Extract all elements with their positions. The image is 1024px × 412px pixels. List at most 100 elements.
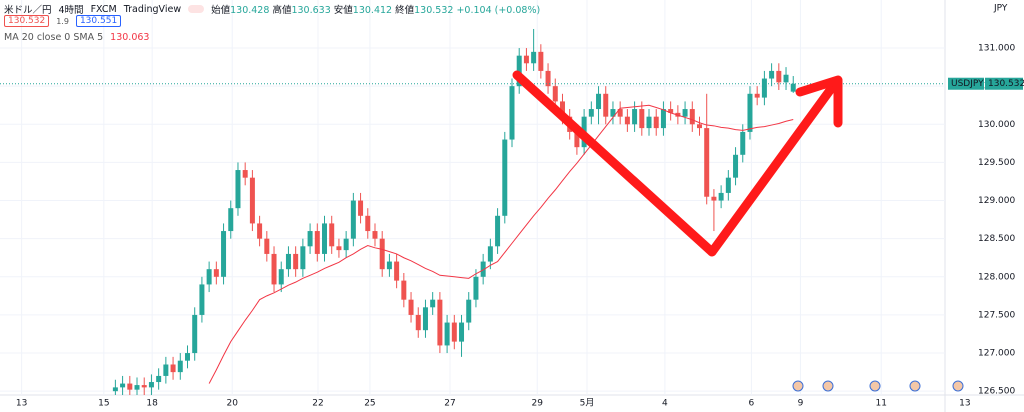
- candle-body: [480, 261, 486, 277]
- x-tick-label: 4: [662, 399, 668, 409]
- candle-body: [545, 70, 551, 87]
- candle-body: [314, 231, 320, 254]
- candle-body: [401, 280, 407, 300]
- candle-body: [257, 223, 263, 239]
- candle-body: [437, 299, 443, 346]
- candle-body: [624, 116, 630, 125]
- candle-body: [761, 78, 767, 98]
- x-tick-label: 25: [364, 399, 375, 409]
- platform: TradingView: [123, 3, 182, 15]
- candle-body: [653, 116, 659, 129]
- candle-body: [415, 314, 421, 331]
- x-tick-label: 15: [98, 399, 109, 409]
- event-icon: [822, 380, 834, 392]
- candle-body: [394, 261, 400, 281]
- candle-body: [473, 276, 479, 300]
- annotation-arrowhead: [795, 75, 843, 128]
- candle-body: [264, 238, 270, 254]
- x-tick-label: 18: [146, 399, 158, 409]
- candle-body: [776, 70, 782, 83]
- candle-body: [660, 109, 666, 129]
- x-tick-label: 11: [875, 399, 886, 409]
- candle-body: [747, 93, 753, 132]
- indicator-row: MA 20 close 0 SMA 5 130.063: [4, 32, 149, 43]
- candle-body: [487, 246, 493, 262]
- candle-body: [120, 383, 126, 388]
- event-icon: [909, 380, 921, 392]
- x-tick-label: 5月: [580, 398, 595, 409]
- candle-body: [213, 269, 219, 277]
- candle-body: [307, 231, 313, 247]
- candle-body: [422, 307, 428, 331]
- y-tick-label: 127.500: [978, 310, 1015, 320]
- candle-body: [177, 360, 183, 373]
- open-value: 130.428: [230, 5, 270, 16]
- candle-body: [199, 284, 205, 315]
- y-tick-label: 127.000: [978, 349, 1015, 359]
- bid-badge[interactable]: 130.532: [4, 15, 50, 27]
- ohlc: 始値130.428 高値130.633 安値130.412 終値130.532 …: [211, 2, 540, 16]
- candle-body: [278, 269, 284, 285]
- source: FXCM: [90, 3, 117, 15]
- candle-body: [112, 387, 118, 392]
- candle-body: [733, 154, 739, 178]
- y-tick-label: 131.000: [978, 44, 1015, 54]
- candle-body: [538, 51, 544, 71]
- candle-body: [235, 170, 241, 209]
- y-tick-label: 129.500: [978, 158, 1015, 168]
- ask-badge[interactable]: 130.551: [75, 15, 122, 27]
- x-tick-label: 29: [532, 399, 544, 409]
- indicator-value: 130.063: [110, 32, 150, 43]
- candle-body: [740, 131, 746, 155]
- candle-body: [596, 93, 602, 110]
- candle-body: [639, 109, 645, 129]
- currency-label: JPY: [993, 4, 1008, 14]
- candle-body: [682, 109, 688, 117]
- candle-body: [718, 192, 724, 201]
- x-tick-label: 13: [16, 399, 27, 409]
- candle-body: [379, 238, 385, 270]
- header-row: 米ドル／円 4時間 FXCM TradingView 始値130.428 高値1…: [4, 2, 540, 17]
- event-icon: [869, 380, 881, 392]
- low-value: 130.412: [352, 5, 393, 16]
- candle-body: [358, 200, 364, 216]
- candle-body: [574, 131, 580, 148]
- candle-body: [322, 223, 328, 254]
- candle-body: [704, 128, 710, 197]
- candle-body: [790, 83, 796, 92]
- candle-body: [293, 253, 299, 270]
- close-value: 130.532: [414, 5, 454, 16]
- candle-body: [451, 322, 457, 342]
- y-tick-label: 130.000: [978, 120, 1015, 130]
- candle-body: [509, 86, 515, 140]
- candle-body: [466, 299, 472, 323]
- candle-body: [588, 109, 594, 117]
- candle-body: [668, 109, 674, 113]
- x-tick-label: 6: [749, 399, 755, 409]
- candle-body: [696, 124, 702, 129]
- high-value: 130.633: [291, 5, 331, 16]
- x-tick-label: 27: [444, 399, 455, 409]
- candle-body: [271, 253, 277, 285]
- candle-body: [170, 364, 176, 373]
- candle-body: [711, 196, 717, 201]
- symbol-badge: [948, 77, 984, 90]
- low-label: 安値: [333, 5, 353, 16]
- candle-body: [350, 200, 356, 239]
- ma-line: [208, 104, 794, 384]
- candle-body: [249, 177, 255, 224]
- candle-body: [783, 74, 789, 83]
- candle-body: [134, 385, 140, 390]
- candle-body: [156, 375, 162, 383]
- candle-body: [459, 322, 465, 342]
- candle-body: [531, 51, 537, 64]
- open-label: 始値: [211, 5, 231, 16]
- status-pill[interactable]: [188, 5, 205, 13]
- candle-body: [725, 177, 731, 193]
- y-tick-label: 126.500: [978, 387, 1015, 397]
- candle-body: [552, 86, 558, 102]
- interval: 4時間: [58, 5, 84, 16]
- event-icon: [792, 380, 804, 392]
- price-label: 130.532: [988, 79, 1024, 89]
